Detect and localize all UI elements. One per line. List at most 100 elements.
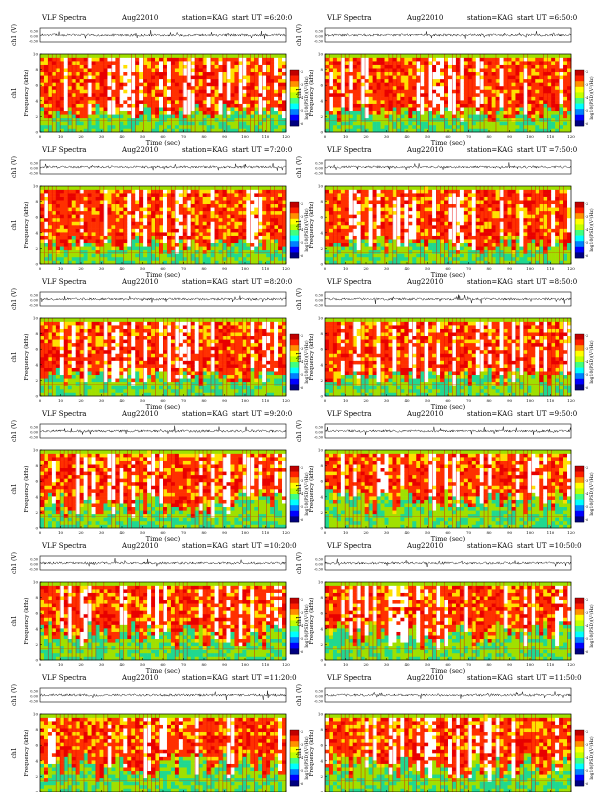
spectrogram-cell [555,85,560,90]
spectrogram-cell [214,71,219,76]
spectrogram-cell [495,110,500,115]
spectrogram-cell [412,114,417,119]
spectrogram-cell [222,249,227,254]
spectrogram-cell [388,232,393,236]
spectrogram-cell [535,103,540,108]
panel-station: station=KAG [182,146,228,154]
spectrogram-cell [91,64,96,69]
spectrogram-cell [159,256,164,261]
spectrogram-cell [83,82,88,87]
spectrogram-cell [535,78,540,83]
spectrogram-cell [238,82,243,87]
spectrogram-cell [170,64,176,69]
spectrogram-cell [262,128,267,133]
spectrogram-cell [131,232,136,236]
spectrogram-cell [51,54,57,58]
spectrogram-cell [523,57,528,62]
spectrogram-cell [91,232,96,236]
spectrogram-cell [364,186,369,190]
spectrogram-cell [234,203,239,208]
spectrogram-cell [159,221,164,226]
spectrogram-cell [404,193,409,197]
spectrogram-cell [487,114,492,119]
spectrogram-cell [364,239,369,244]
spectrogram-cell [155,64,160,69]
spectrogram-cell [174,103,180,108]
spectrogram-cell [182,249,188,254]
spectrogram-streak [483,54,485,132]
spectrogram-cell [270,124,275,129]
spectrogram-cell [178,128,184,133]
spectrogram-cell [71,221,77,226]
spectrogram-cell [123,246,128,251]
spectrogram-cell [432,103,437,108]
spectrogram-cell [47,124,53,129]
spectrogram-cell [424,235,429,240]
spectrogram-cell [123,256,128,261]
spectrogram-cell [218,200,223,205]
spectrogram-cell [400,228,405,233]
spectrogram-cell [87,128,92,133]
spectrogram-cell [131,54,136,58]
spectrogram-streak [328,54,330,132]
spectrogram-cell [344,210,350,215]
spectrogram-cell [119,57,124,62]
spectrogram-cell [143,93,148,97]
spectrogram-cell [555,54,560,58]
spectrogram-cell [107,71,112,76]
spectrogram-cell [43,249,49,254]
spectrogram-cell [55,57,61,62]
spectrogram-cell [198,61,203,65]
spectrogram-cell [539,124,544,129]
spectrogram-cell [95,82,100,87]
spectrogram-cell [451,121,457,126]
spectrogram-cell [91,200,96,205]
spectrogram-cell [563,100,568,104]
spectrogram-cell [182,117,188,122]
spectrogram-cell [396,117,401,122]
spectrogram-cell [254,228,259,233]
spectrogram-cell [487,124,492,129]
spectrogram-cell [119,200,124,205]
spectrogram-cell [190,89,196,94]
spectrogram-cell [230,110,235,115]
spectrogram-streak [186,54,188,132]
spectrogram-cell [380,207,385,212]
spectrogram-cell [111,85,116,90]
spectrogram-cell [491,128,496,133]
spectrogram-cell [67,64,73,69]
spectrogram-cell [246,121,251,126]
spectrogram-cell [416,186,421,190]
spectrogram-cell [170,124,176,129]
spectrogram-cell [186,228,192,233]
spectrogram-cell [51,64,57,69]
spectrogram-cell [159,225,164,229]
spectrogram-streak [198,186,200,264]
spectrogram-cell [218,64,223,69]
spectrogram-cell [254,246,259,251]
spectrogram-cell [262,239,267,244]
spectrogram-cell [503,110,508,115]
spectrogram-cell [151,78,156,83]
spectrogram-cell [416,75,421,80]
spectrogram-cell [356,107,362,112]
spectrogram-cell [218,96,223,101]
spectrogram-cell [75,210,80,215]
spectrogram-cell [336,75,342,80]
spectrogram-cell [210,96,215,101]
spectrogram-cell [226,253,231,258]
spectrogram-cell [246,256,251,261]
spectrogram-cell [194,89,200,94]
spectrogram-cell [368,242,373,247]
spectrogram-cell [135,100,140,104]
spectrogram-cell [91,186,96,190]
spectrogram-cell [270,260,275,265]
spectrogram-cell [143,89,148,94]
spectrogram-cell [258,217,263,222]
spectrogram-cell [63,239,69,244]
spectrogram-cell [178,210,184,215]
spectrogram-cell [222,253,227,258]
spectrogram-cell [332,71,338,76]
spectrogram-cell [416,114,421,119]
time-tick-label: 50 [425,134,431,139]
